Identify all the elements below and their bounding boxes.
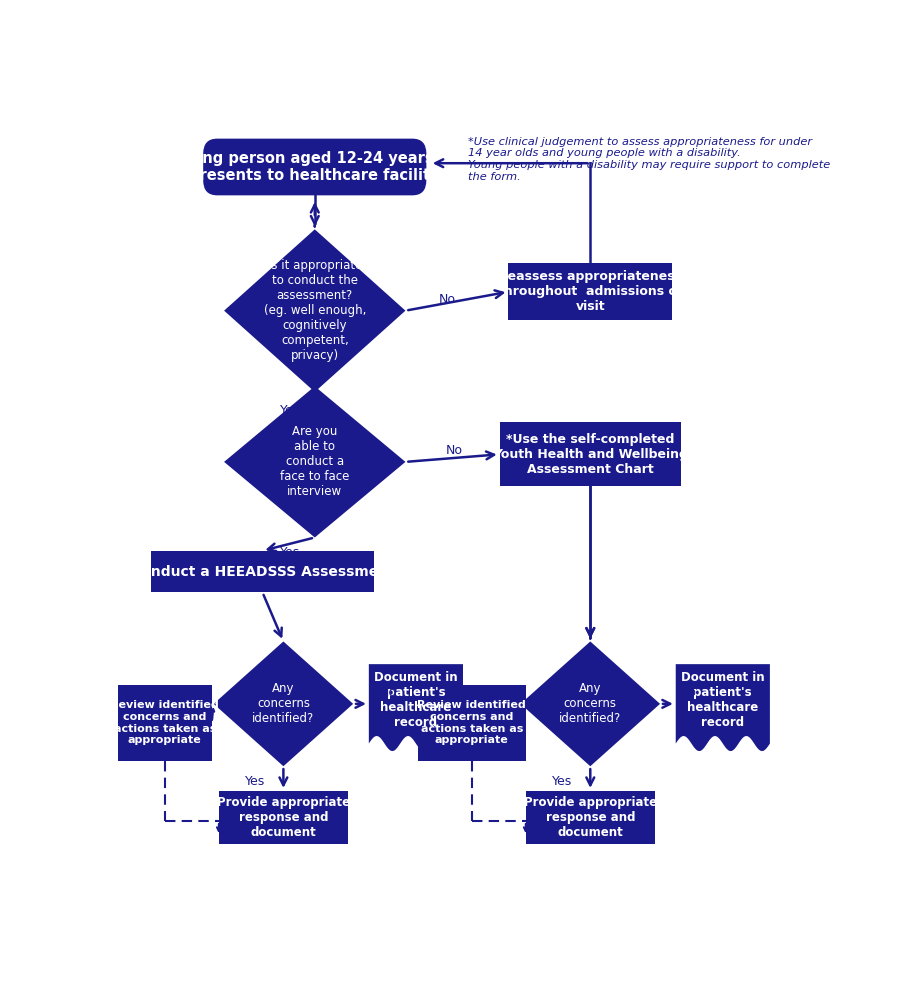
Text: Provide appropriate
response and
document: Provide appropriate response and documen… (524, 795, 657, 839)
FancyBboxPatch shape (418, 685, 526, 760)
Polygon shape (369, 664, 463, 751)
Text: Yes: Yes (553, 775, 572, 788)
Text: *Young person aged 12-24 years old
presents to healthcare facility: *Young person aged 12-24 years old prese… (165, 151, 464, 184)
Text: Conduct a HEEADSSS Assessment: Conduct a HEEADSSS Assessment (130, 565, 394, 578)
FancyBboxPatch shape (203, 138, 427, 195)
FancyBboxPatch shape (219, 791, 348, 844)
Text: Is it appropriate
to conduct the
assessment?
(eg. well enough,
cognitively
compe: Is it appropriate to conduct the assessm… (264, 259, 366, 362)
FancyBboxPatch shape (151, 551, 374, 592)
FancyBboxPatch shape (526, 791, 655, 844)
Text: No: No (439, 293, 455, 305)
Text: *Use clinical judgement to assess appropriateness for under
14 year olds and you: *Use clinical judgement to assess approp… (468, 136, 831, 182)
Text: Yes: Yes (246, 775, 266, 788)
Text: *Use the self-completed
Youth Health and Wellbeing
Assessment Chart: *Use the self-completed Youth Health and… (493, 433, 688, 476)
FancyBboxPatch shape (508, 263, 672, 320)
Text: No: No (380, 686, 397, 699)
Text: Are you
able to
conduct a
face to face
interview: Are you able to conduct a face to face i… (280, 425, 349, 499)
FancyBboxPatch shape (500, 422, 681, 486)
Text: Review identified
concerns and
actions taken as
appropriate: Review identified concerns and actions t… (418, 700, 526, 745)
Text: Any
concerns
identified?: Any concerns identified? (559, 682, 621, 726)
Text: Yes: Yes (280, 405, 301, 417)
Text: Review identified
concerns and
actions taken as
appropriate: Review identified concerns and actions t… (111, 700, 220, 745)
Polygon shape (224, 230, 405, 392)
Text: Yes: Yes (280, 546, 301, 559)
Text: Any
concerns
identified?: Any concerns identified? (252, 682, 314, 726)
Text: Document in
patient's
healthcare
record: Document in patient's healthcare record (374, 671, 458, 729)
Text: Reassess appropriateness
throughout  admissions or
visit: Reassess appropriateness throughout admi… (498, 270, 683, 313)
FancyBboxPatch shape (118, 685, 212, 760)
Polygon shape (676, 664, 770, 751)
Polygon shape (213, 641, 353, 766)
Text: No: No (680, 686, 697, 699)
Polygon shape (520, 641, 660, 766)
Text: Document in
patient's
healthcare
record: Document in patient's healthcare record (681, 671, 765, 729)
Text: No: No (446, 444, 463, 457)
Polygon shape (224, 386, 405, 537)
Text: Provide appropriate
response and
document: Provide appropriate response and documen… (217, 795, 350, 839)
